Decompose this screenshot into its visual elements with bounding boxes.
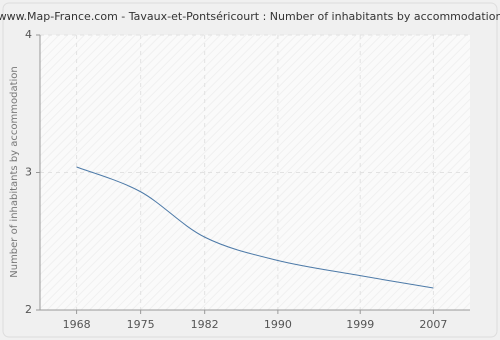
x-tick-label: 1990 [264, 318, 292, 331]
plot-area [40, 35, 470, 310]
y-tick-label: 4 [25, 28, 32, 41]
x-tick-label: 1999 [346, 318, 374, 331]
x-tick-label: 1968 [63, 318, 91, 331]
x-tick-label: 1975 [127, 318, 155, 331]
x-tick-label: 2007 [419, 318, 447, 331]
line [76, 166, 434, 289]
x-tick-label: 1982 [191, 318, 219, 331]
chart-title: www.Map-France.com - Tavaux-et-Pontséric… [0, 10, 500, 23]
y-tick-label: 2 [25, 303, 32, 316]
y-axis-label: Number of inhabitants by accommodation [9, 66, 20, 278]
y-tick-label: 3 [25, 166, 32, 179]
